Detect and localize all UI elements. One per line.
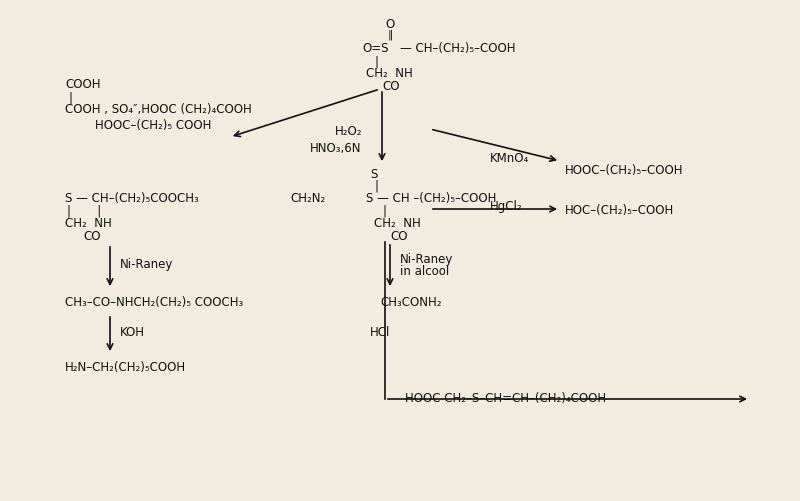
Text: KOH: KOH (120, 325, 145, 338)
Text: Ni-Raney: Ni-Raney (120, 258, 174, 271)
Text: HOC–(CH₂)₅–COOH: HOC–(CH₂)₅–COOH (565, 203, 674, 216)
Text: H₂O₂: H₂O₂ (335, 125, 362, 138)
Text: Ni-Raney: Ni-Raney (400, 253, 454, 266)
Text: |       |: | | (67, 204, 102, 217)
Text: CH₃–CO–NHCH₂(CH₂)₅ COOCH₃: CH₃–CO–NHCH₂(CH₂)₅ COOCH₃ (65, 296, 243, 309)
Text: — CH–(CH₂)₅–COOH: — CH–(CH₂)₅–COOH (400, 42, 515, 55)
Text: HCl: HCl (370, 325, 390, 338)
Text: |: | (374, 55, 378, 68)
Text: |: | (68, 91, 72, 104)
Text: |: | (374, 180, 378, 192)
Text: CH₂N₂: CH₂N₂ (290, 191, 326, 204)
Text: in alcool: in alcool (400, 265, 450, 278)
Text: CH₂  NH: CH₂ NH (366, 67, 413, 80)
Text: HOOC CH₂–S–CH=CH–(CH₂)₄COOH: HOOC CH₂–S–CH=CH–(CH₂)₄COOH (405, 391, 606, 404)
Text: CO: CO (83, 229, 101, 242)
Text: ‖: ‖ (387, 30, 393, 41)
Text: CH₃CONH₂: CH₃CONH₂ (380, 296, 442, 309)
Text: S — CH –(CH₂)₅–COOH: S — CH –(CH₂)₅–COOH (366, 191, 496, 204)
Text: CH₂  NH: CH₂ NH (374, 216, 421, 229)
Text: HNO₃,6N: HNO₃,6N (310, 142, 362, 155)
Text: COOH , SO₄″,HOOC (CH₂)₄COOH: COOH , SO₄″,HOOC (CH₂)₄COOH (65, 103, 252, 116)
Text: S — CH–(CH₂)₅COOCH₃: S — CH–(CH₂)₅COOCH₃ (65, 191, 198, 204)
Text: CO: CO (390, 229, 407, 242)
Text: COOH: COOH (65, 78, 101, 91)
Text: CO: CO (382, 80, 399, 93)
Text: |: | (382, 204, 386, 217)
Text: O: O (386, 18, 394, 31)
Text: CH₂  NH: CH₂ NH (65, 216, 112, 229)
Text: KMnO₄: KMnO₄ (490, 152, 530, 165)
Text: HOOC–(CH₂)₅ COOH: HOOC–(CH₂)₅ COOH (95, 119, 211, 132)
Text: HOOC–(CH₂)₅–COOH: HOOC–(CH₂)₅–COOH (565, 164, 683, 177)
Text: O=S: O=S (362, 42, 389, 55)
Text: S: S (370, 168, 378, 181)
Text: HgCl₂: HgCl₂ (490, 199, 522, 212)
Text: H₂N–CH₂(CH₂)₅COOH: H₂N–CH₂(CH₂)₅COOH (65, 360, 186, 373)
